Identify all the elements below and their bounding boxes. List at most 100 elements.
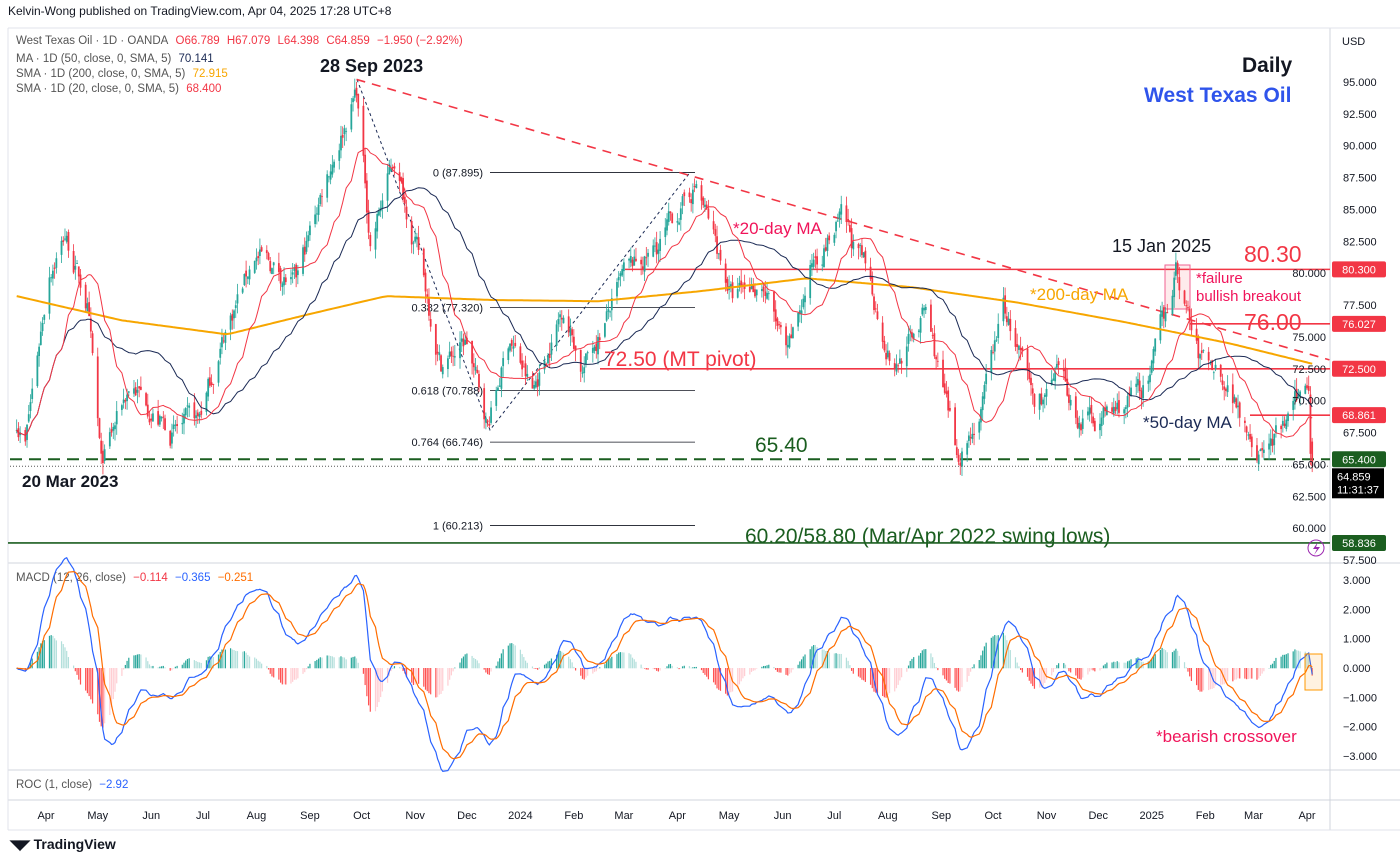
candle-body (961, 451, 963, 467)
candle-body (547, 355, 549, 364)
macd-histogram-bar (606, 660, 608, 669)
candle-body (38, 346, 40, 357)
macd-histogram-bar (317, 658, 320, 669)
macd-histogram-bar (1221, 668, 1224, 685)
sma200-legend[interactable]: SMA · 1D (200, close, 0, SMA, 5) 72.915 (16, 68, 232, 80)
macd-histogram-bar (1149, 660, 1151, 669)
macd-histogram-bar (1078, 668, 1080, 679)
macd-legend[interactable]: MACD (12, 26, close) −0.114 −0.365 −0.25… (16, 572, 257, 584)
macd-histogram-bar (1118, 662, 1120, 669)
candle-body (1090, 404, 1093, 414)
candle-body (736, 289, 739, 298)
macd-histogram-bar (221, 649, 223, 669)
time-tick-label: Feb (564, 810, 583, 822)
candle-body (198, 413, 201, 417)
macd-histogram-bar (224, 649, 227, 669)
time-tick-label: Mar (614, 810, 633, 822)
candle-body (1135, 383, 1138, 387)
time-tick-label: Sep (932, 810, 952, 822)
candle-body (1225, 388, 1227, 391)
currency-label[interactable]: USD (1342, 36, 1366, 48)
price-tick-label: 70.000 (1292, 396, 1326, 408)
macd-histogram-bar (700, 668, 703, 671)
failure-annotation: *failure (1196, 270, 1243, 287)
tradingview-logo[interactable]: ◥◤ TradingView (10, 836, 116, 853)
macd-histogram-bar (1087, 668, 1089, 675)
candle-body (1223, 386, 1226, 390)
macd-histogram-bar (138, 654, 140, 669)
macd-histogram-bar (314, 661, 316, 669)
macd-histogram-bar (871, 668, 873, 689)
macd-histogram-bar (756, 668, 758, 669)
candle-body (495, 389, 498, 406)
candle-body (1219, 364, 1222, 377)
candle-body (440, 355, 442, 372)
macd-histogram-bar (719, 668, 722, 691)
macd-histogram-bar (599, 667, 601, 669)
candle-body (150, 418, 153, 421)
candle-body (514, 342, 517, 346)
candle-body (823, 248, 825, 268)
macd-histogram-bar (945, 668, 948, 681)
macd-histogram-bar (833, 653, 835, 669)
candle-body (91, 333, 94, 354)
candle-body (184, 408, 187, 416)
macd-histogram-bar (535, 668, 537, 669)
candle-body (719, 249, 722, 261)
macd-histogram-bar (825, 651, 827, 669)
macd-histogram-bar (114, 668, 116, 692)
candle-body (152, 413, 154, 422)
macd-histogram-bar (136, 654, 139, 669)
macd-histogram-bar (869, 668, 872, 685)
macd-histogram-bar (761, 666, 763, 669)
candle-body (845, 205, 848, 223)
macd-histogram-bar (243, 651, 245, 669)
fib-level-label: 0.618 (70.788) (411, 386, 483, 398)
candle-body (55, 258, 58, 268)
time-tick-label: 2024 (508, 810, 532, 822)
candle-body (48, 277, 51, 314)
macd-histogram-bar (609, 658, 611, 669)
macd-histogram-bar (399, 666, 401, 669)
candle-body (309, 225, 311, 236)
macd-histogram-bar (200, 662, 202, 669)
candle-body (434, 324, 437, 355)
candle-body (850, 228, 853, 249)
candle-body (271, 268, 273, 275)
macd-histogram-bar (630, 654, 632, 669)
candle-body (115, 411, 118, 425)
candle-body (1162, 307, 1165, 319)
candle-body (1150, 360, 1153, 373)
macd-histogram-bar (466, 653, 468, 669)
candle-body (1076, 417, 1079, 428)
price-badge-label: 58.836 (1342, 538, 1376, 550)
macd-histogram-bar (116, 668, 118, 684)
macd-histogram-bar (1287, 653, 1289, 669)
candle-body (1245, 426, 1248, 433)
macd-histogram-bar (1177, 650, 1179, 669)
macd-histogram-bar (668, 664, 670, 669)
roc-legend[interactable]: ROC (1, close) −2.92 (16, 779, 132, 791)
macd-histogram-bar (737, 668, 739, 689)
ma50-legend[interactable]: MA · 1D (50, close, 0, SMA, 5) 70.141 (16, 53, 218, 65)
price-badge-label: 68.861 (1342, 410, 1376, 422)
candle-body (1021, 347, 1024, 352)
macd-histogram-bar (402, 668, 404, 672)
symbol-label[interactable]: West Texas Oil · 1D · OANDA (16, 35, 169, 47)
macd-histogram-bar (1214, 668, 1217, 686)
candle-body (186, 405, 189, 407)
candle-body (966, 443, 969, 455)
candle-body (586, 352, 589, 354)
candle-body (869, 266, 872, 279)
candle-body (108, 432, 111, 447)
macd-histogram-bar (593, 668, 596, 672)
candle-body (183, 414, 185, 424)
candle-body (233, 310, 235, 319)
macd-histogram-bar (875, 668, 877, 693)
sma20-legend[interactable]: SMA · 1D (20, close, 0, SMA, 5) 68.400 (16, 83, 225, 95)
macd-histogram-bar (1306, 653, 1308, 669)
macd-histogram-bar (85, 668, 87, 691)
candle-body (341, 134, 344, 138)
pivot-annotation: 72.50 (MT pivot) (604, 348, 757, 371)
